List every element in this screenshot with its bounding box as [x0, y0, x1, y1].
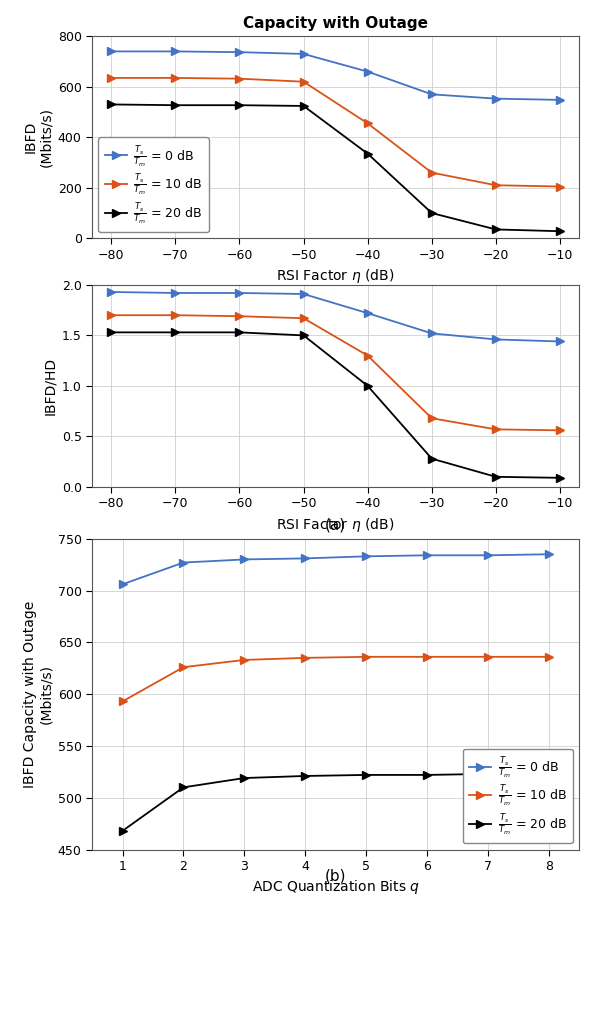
$\frac{T_s}{T_m}$ = 20 dB [557, 225, 564, 237]
$\frac{T_s}{T_m}$ = 20 dB [172, 99, 179, 112]
$\frac{T_s}{T_m}$ = 10 dB [180, 661, 187, 673]
$\frac{T_s}{T_m}$ = 0 dB [236, 46, 243, 58]
Line: $\frac{T_s}{T_m}$ = 0 dB: $\frac{T_s}{T_m}$ = 0 dB [107, 48, 564, 104]
$\frac{T_s}{T_m}$ = 10 dB [119, 695, 126, 708]
$\frac{T_s}{T_m}$ = 10 dB [302, 652, 309, 664]
$\frac{T_s}{T_m}$ = 0 dB [545, 548, 552, 560]
$\frac{T_s}{T_m}$ = 10 dB [545, 651, 552, 663]
$\frac{T_s}{T_m}$ = 10 dB [236, 73, 243, 85]
$\frac{T_s}{T_m}$ = 10 dB [300, 76, 307, 88]
$\frac{T_s}{T_m}$ = 10 dB [172, 71, 179, 84]
$\frac{T_s}{T_m}$ = 20 dB [119, 825, 126, 837]
$\frac{T_s}{T_m}$ = 10 dB [424, 651, 431, 663]
Y-axis label: IBFD Capacity with Outage
(Mbits/s): IBFD Capacity with Outage (Mbits/s) [23, 601, 53, 787]
$\frac{T_s}{T_m}$ = 0 dB [364, 65, 371, 78]
Line: $\frac{T_s}{T_m}$ = 20 dB: $\frac{T_s}{T_m}$ = 20 dB [107, 100, 564, 235]
$\frac{T_s}{T_m}$ = 10 dB [492, 179, 500, 192]
X-axis label: ADC Quantization Bits $q$: ADC Quantization Bits $q$ [252, 879, 419, 896]
$\frac{T_s}{T_m}$ = 20 dB [424, 769, 431, 781]
$\frac{T_s}{T_m}$ = 20 dB [236, 99, 243, 112]
Text: (b): (b) [325, 868, 346, 883]
$\frac{T_s}{T_m}$ = 20 dB [545, 768, 552, 780]
$\frac{T_s}{T_m}$ = 20 dB [364, 147, 371, 160]
Line: $\frac{T_s}{T_m}$ = 10 dB: $\frac{T_s}{T_m}$ = 10 dB [118, 653, 553, 706]
$\frac{T_s}{T_m}$ = 0 dB [484, 549, 491, 562]
$\frac{T_s}{T_m}$ = 0 dB [302, 552, 309, 565]
Title: Capacity with Outage: Capacity with Outage [243, 16, 428, 31]
$\frac{T_s}{T_m}$ = 20 dB [362, 769, 369, 781]
$\frac{T_s}{T_m}$ = 20 dB [300, 99, 307, 112]
Line: $\frac{T_s}{T_m}$ = 10 dB: $\frac{T_s}{T_m}$ = 10 dB [107, 74, 564, 191]
Text: (a): (a) [325, 518, 346, 533]
$\frac{T_s}{T_m}$ = 20 dB [180, 781, 187, 794]
$\frac{T_s}{T_m}$ = 20 dB [241, 772, 248, 784]
Y-axis label: IBFD
(Mbits/s): IBFD (Mbits/s) [23, 108, 53, 167]
$\frac{T_s}{T_m}$ = 10 dB [362, 651, 369, 663]
X-axis label: RSI Factor $\eta$ (dB): RSI Factor $\eta$ (dB) [276, 267, 395, 285]
$\frac{T_s}{T_m}$ = 20 dB [302, 770, 309, 782]
$\frac{T_s}{T_m}$ = 0 dB [172, 46, 179, 58]
$\frac{T_s}{T_m}$ = 0 dB [492, 92, 500, 105]
$\frac{T_s}{T_m}$ = 10 dB [364, 117, 371, 130]
$\frac{T_s}{T_m}$ = 0 dB [108, 46, 115, 58]
X-axis label: RSI Factor $\eta$ (dB): RSI Factor $\eta$ (dB) [276, 516, 395, 534]
Legend: $\frac{T_s}{T_m}$ = 0 dB, $\frac{T_s}{T_m}$ = 10 dB, $\frac{T_s}{T_m}$ = 20 dB: $\frac{T_s}{T_m}$ = 0 dB, $\frac{T_s}{T_… [99, 138, 208, 232]
$\frac{T_s}{T_m}$ = 0 dB [424, 549, 431, 562]
Legend: $\frac{T_s}{T_m}$ = 0 dB, $\frac{T_s}{T_m}$ = 10 dB, $\frac{T_s}{T_m}$ = 20 dB: $\frac{T_s}{T_m}$ = 0 dB, $\frac{T_s}{T_… [463, 749, 573, 843]
$\frac{T_s}{T_m}$ = 0 dB [428, 88, 435, 100]
$\frac{T_s}{T_m}$ = 10 dB [484, 651, 491, 663]
$\frac{T_s}{T_m}$ = 0 dB [119, 578, 126, 591]
$\frac{T_s}{T_m}$ = 0 dB [241, 553, 248, 566]
$\frac{T_s}{T_m}$ = 0 dB [557, 93, 564, 106]
$\frac{T_s}{T_m}$ = 10 dB [557, 180, 564, 193]
$\frac{T_s}{T_m}$ = 20 dB [428, 207, 435, 220]
$\frac{T_s}{T_m}$ = 0 dB [180, 556, 187, 569]
$\frac{T_s}{T_m}$ = 20 dB [484, 768, 491, 780]
$\frac{T_s}{T_m}$ = 10 dB [428, 167, 435, 179]
Line: $\frac{T_s}{T_m}$ = 20 dB: $\frac{T_s}{T_m}$ = 20 dB [118, 770, 553, 835]
$\frac{T_s}{T_m}$ = 0 dB [362, 550, 369, 563]
Line: $\frac{T_s}{T_m}$ = 0 dB: $\frac{T_s}{T_m}$ = 0 dB [118, 550, 553, 588]
Y-axis label: IBFD/HD: IBFD/HD [43, 356, 58, 415]
$\frac{T_s}{T_m}$ = 20 dB [492, 223, 500, 235]
$\frac{T_s}{T_m}$ = 20 dB [108, 98, 115, 111]
$\frac{T_s}{T_m}$ = 10 dB [108, 71, 115, 84]
$\frac{T_s}{T_m}$ = 10 dB [241, 654, 248, 666]
$\frac{T_s}{T_m}$ = 0 dB [300, 48, 307, 60]
